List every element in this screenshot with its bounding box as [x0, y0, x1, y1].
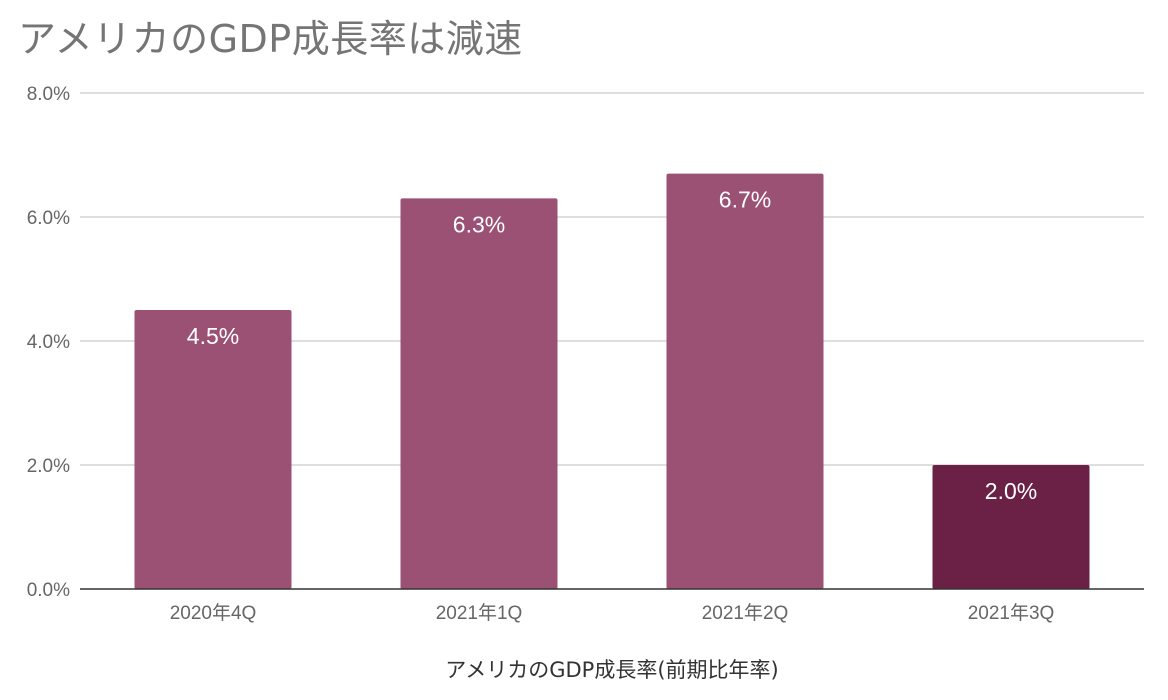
chart-title: アメリカのGDP成長率は減速 — [18, 17, 523, 61]
x-axis-title: アメリカのGDP成長率(前期比年率) — [445, 658, 778, 682]
x-tick-label: 2020年4Q — [170, 602, 257, 624]
bar — [666, 173, 824, 589]
x-tick-label: 2021年2Q — [702, 602, 789, 624]
y-tick-label: 0.0% — [27, 580, 70, 601]
bars — [134, 173, 1090, 589]
y-tick-label: 4.0% — [27, 332, 70, 353]
x-tick-label: 2021年1Q — [436, 602, 523, 624]
y-axis-ticks: 0.0% 2.0% 4.0% 6.0% 8.0% — [27, 84, 70, 601]
x-axis-ticks: 2020年4Q 2021年1Q 2021年2Q 2021年3Q — [170, 602, 1055, 624]
y-tick-label: 6.0% — [27, 208, 70, 229]
data-label: 2.0% — [985, 478, 1037, 504]
x-tick-label: 2021年3Q — [968, 602, 1055, 624]
data-labels: 4.5% 6.3% 6.7% 2.0% — [187, 187, 1037, 504]
data-label: 4.5% — [187, 323, 239, 349]
y-tick-label: 2.0% — [27, 456, 70, 477]
bar — [932, 465, 1090, 589]
data-label: 6.7% — [719, 187, 771, 213]
bar — [134, 310, 292, 589]
data-label: 6.3% — [453, 211, 505, 237]
bar — [400, 198, 558, 589]
y-tick-label: 8.0% — [27, 84, 70, 105]
